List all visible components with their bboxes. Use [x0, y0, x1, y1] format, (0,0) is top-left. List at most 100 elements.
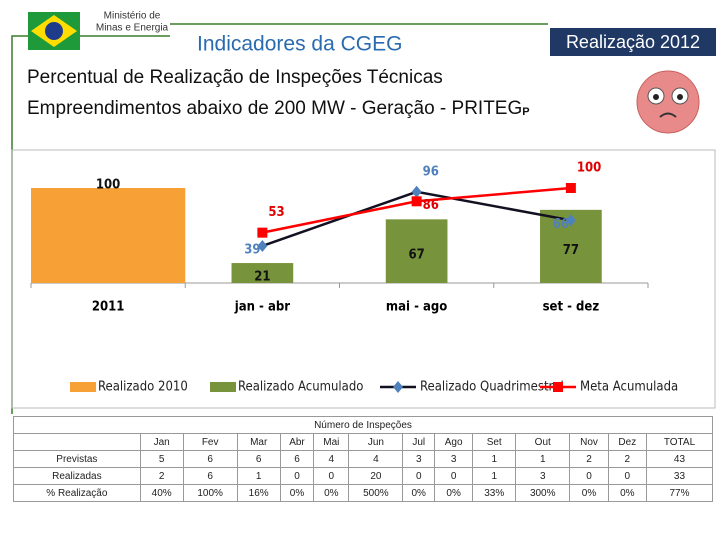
table-cell: 0% — [608, 485, 646, 502]
value-label: 66 — [553, 217, 569, 232]
page-title: Indicadores da CGEG — [197, 33, 402, 56]
column-header: Jan — [140, 434, 183, 451]
table-cell: 0% — [314, 485, 349, 502]
column-header: Jul — [403, 434, 435, 451]
table-cell: 2 — [570, 451, 608, 468]
table-cell: 0 — [280, 468, 314, 485]
value-label: 21 — [254, 270, 270, 285]
column-header: Mar — [237, 434, 280, 451]
x-tick-label: jan - abr — [234, 300, 290, 315]
legend-marker — [553, 382, 563, 392]
value-label: 39 — [244, 242, 260, 257]
table-cell: 20 — [349, 468, 403, 485]
column-header: Fev — [183, 434, 237, 451]
table-cell: 0 — [403, 468, 435, 485]
legend-label: Realizado 2010 — [98, 380, 188, 395]
marker — [566, 183, 576, 193]
table-corner — [14, 434, 141, 451]
badge: Realização 2012 — [566, 32, 700, 52]
table-cell: 33% — [473, 485, 516, 502]
table-cell: 2 — [608, 451, 646, 468]
table-row: % Realização40%100%16%0%0%500%0%0%33%300… — [14, 485, 713, 502]
column-header: Mai — [314, 434, 349, 451]
value-label: 53 — [268, 205, 284, 220]
value-label: 77 — [563, 243, 579, 258]
table-cell: 0% — [570, 485, 608, 502]
table-cell: 0 — [434, 468, 472, 485]
table-cell: 0% — [403, 485, 435, 502]
table-cell: 3 — [434, 451, 472, 468]
table-cell: 6 — [183, 451, 237, 468]
marker — [412, 196, 422, 206]
table-cell: 43 — [646, 451, 712, 468]
column-header: Abr — [280, 434, 314, 451]
table-cell: 6 — [237, 451, 280, 468]
x-tick-label: 2011 — [92, 300, 125, 315]
table-cell: 6 — [280, 451, 314, 468]
table-cell: 0 — [570, 468, 608, 485]
legend-swatch — [70, 382, 96, 392]
x-tick-label: set - dez — [543, 300, 600, 315]
table-cell: 1 — [473, 468, 516, 485]
table-cell: 100% — [183, 485, 237, 502]
table-cell: 4 — [314, 451, 349, 468]
table-cell: 3 — [516, 468, 570, 485]
column-header: Ago — [434, 434, 472, 451]
subtitle-suffix: P — [522, 106, 529, 118]
table-cell: 1 — [237, 468, 280, 485]
table-cell: 16% — [237, 485, 280, 502]
subtitle-main: Empreendimentos abaixo de 200 MW - Geraç… — [27, 98, 522, 119]
value-label: 100 — [577, 161, 601, 176]
table-title: Número de Inspeções — [14, 417, 713, 434]
table-cell: 0% — [280, 485, 314, 502]
column-header: Out — [516, 434, 570, 451]
face-icon — [637, 71, 699, 133]
row-header: Previstas — [14, 451, 141, 468]
value-label: 67 — [408, 248, 424, 263]
table-cell: 500% — [349, 485, 403, 502]
logo-text: Minas e Energia — [96, 23, 169, 34]
table-cell: 3 — [403, 451, 435, 468]
table-cell: 0% — [434, 485, 472, 502]
table-cell: 5 — [140, 451, 183, 468]
column-header: Dez — [608, 434, 646, 451]
table-title-row: Número de Inspeções — [14, 417, 713, 434]
logo — [28, 12, 80, 50]
table-cell: 2 — [140, 468, 183, 485]
marker — [412, 186, 422, 198]
legend-label: Realizado Acumulado — [238, 380, 363, 395]
bar — [31, 188, 185, 283]
column-header: Nov — [570, 434, 608, 451]
logo-text: Ministério de — [104, 11, 161, 22]
value-label: 96 — [423, 164, 439, 179]
chart: Ministério de Minas e Energia Indicadore… — [0, 0, 716, 414]
row-header: Realizadas — [14, 468, 141, 485]
table-cell: 300% — [516, 485, 570, 502]
table-cell: 40% — [140, 485, 183, 502]
table-cell: 1 — [516, 451, 570, 468]
legend-swatch — [210, 382, 236, 392]
table-cell: 1 — [473, 451, 516, 468]
table-cell: 4 — [349, 451, 403, 468]
value-label: 100 — [96, 178, 120, 193]
table-cell: 0 — [608, 468, 646, 485]
subtitle: Percentual de Realização de Inspeções Té… — [27, 67, 443, 88]
column-header: Jun — [349, 434, 403, 451]
table-cell: 6 — [183, 468, 237, 485]
page: Ministério de Minas e Energia Indicadore… — [0, 0, 716, 535]
table-cell: 77% — [646, 485, 712, 502]
column-header: TOTAL — [646, 434, 712, 451]
legend-label: Meta Acumulada — [580, 380, 678, 395]
table-cell: 0 — [314, 468, 349, 485]
row-header: % Realização — [14, 485, 141, 502]
value-label: 86 — [423, 198, 439, 213]
marker — [257, 228, 267, 238]
column-header: Set — [473, 434, 516, 451]
x-tick-label: mai - ago — [386, 300, 447, 315]
table-cell: 33 — [646, 468, 712, 485]
subtitle: Empreendimentos abaixo de 200 MW - Geraç… — [27, 98, 530, 119]
